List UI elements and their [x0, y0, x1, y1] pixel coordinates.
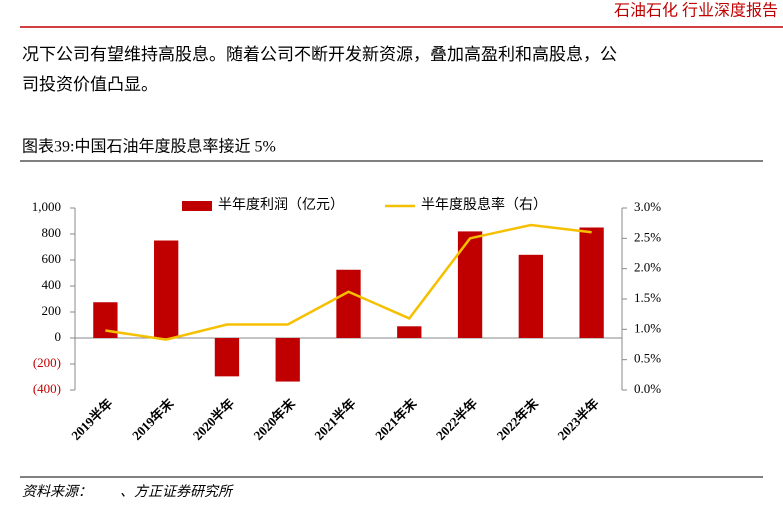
bar	[397, 326, 422, 338]
x-tick-label: 2022年末	[494, 395, 542, 443]
y-tick-label: 800	[42, 225, 62, 240]
y-tick-label: 400	[42, 277, 62, 292]
legend-swatch	[182, 201, 212, 211]
legend-label: 半年度股息率（右）	[421, 196, 547, 213]
y-tick-label: 1,000	[32, 199, 61, 214]
y2-tick-label: 2.0%	[634, 260, 661, 275]
y-tick-label: 600	[42, 251, 62, 266]
y2-tick-label: 0.0%	[634, 381, 661, 396]
y2-tick-label: 0.5%	[634, 351, 661, 366]
x-tick-label: 2023半年	[554, 396, 601, 443]
x-tick-label: 2021年末	[372, 395, 420, 443]
header-title: 石油石化 行业深度报告	[614, 2, 778, 20]
y-tick-label: 200	[42, 303, 62, 318]
y-tick-label: 0	[55, 329, 62, 344]
x-tick-label: 2020年末	[251, 395, 299, 443]
bar	[336, 269, 361, 338]
source-note: 资料来源： 、方正证券研究所	[22, 484, 234, 500]
bar	[275, 338, 300, 382]
y2-tick-label: 2.5%	[634, 229, 661, 244]
paragraph-line: 司投资价值凸显。	[22, 75, 158, 94]
legend-label: 半年度利润（亿元）	[218, 197, 344, 213]
x-tick-label: 2022半年	[433, 396, 480, 443]
bar	[457, 231, 483, 338]
y-tick-label: (400)	[33, 381, 61, 396]
x-tick-label: 2019年末	[129, 395, 177, 443]
x-tick-label: 2020半年	[190, 396, 237, 443]
bar	[154, 240, 179, 338]
figure-caption: 图表39:中国石油年度股息率接近 5%	[22, 138, 276, 156]
y-tick-label: (200)	[33, 355, 61, 370]
line-series	[105, 223, 592, 341]
y2-tick-label: 1.5%	[634, 290, 661, 305]
x-tick-label: 2019半年	[68, 396, 115, 443]
y2-tick-label: 3.0%	[634, 199, 661, 214]
bar	[579, 227, 604, 338]
y2-tick-label: 1.0%	[634, 320, 661, 335]
bar	[214, 338, 240, 377]
paragraph-line: 况下公司有望维持高股息。随着公司不断开发新资源，叠加高盈利和高股息，公	[22, 45, 617, 64]
bar	[518, 254, 543, 338]
x-tick-label: 2021半年	[311, 396, 358, 443]
chart: 1,000 800 600 400 200 0 (200) (400) 3.0% 2.5% 2.0%…	[32, 196, 662, 443]
